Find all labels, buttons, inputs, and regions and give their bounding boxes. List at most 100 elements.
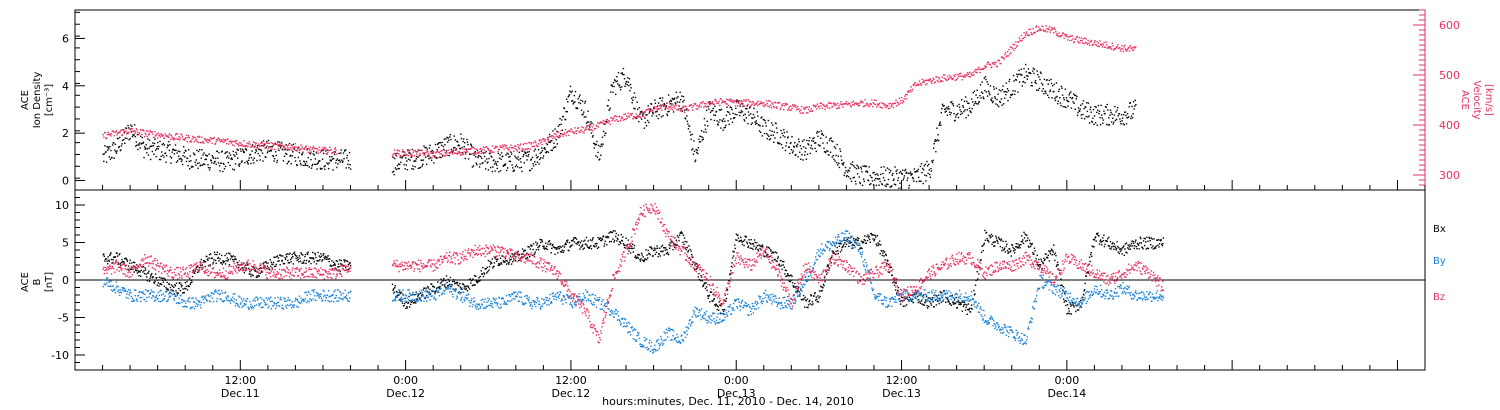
velocity-point: [300, 144, 302, 146]
density-point: [649, 108, 652, 110]
bx-point: [892, 278, 895, 280]
bx-point: [800, 289, 802, 291]
density-point: [154, 149, 157, 151]
velocity-point: [721, 100, 724, 102]
density-point: [572, 100, 574, 102]
bx-point: [856, 239, 858, 241]
density-point: [721, 119, 723, 121]
bx-point: [175, 282, 178, 284]
bx-point: [122, 260, 125, 263]
bx-point: [188, 285, 190, 288]
density-point: [1108, 117, 1110, 119]
density-point: [538, 163, 540, 165]
velocity-point: [963, 74, 965, 76]
bx-point: [208, 253, 211, 256]
density-point: [666, 113, 668, 115]
density-point: [724, 120, 726, 122]
velocity-point: [534, 140, 536, 142]
bx-point: [637, 254, 639, 256]
density-point: [907, 172, 909, 175]
velocity-point: [230, 142, 233, 144]
velocity-point: [715, 100, 717, 102]
bx-point: [708, 294, 711, 297]
bx-point: [632, 243, 634, 245]
velocity-point: [415, 150, 417, 153]
density-point: [709, 111, 712, 113]
velocity-point: [588, 124, 591, 126]
velocity-point: [555, 133, 557, 136]
velocity-point: [995, 61, 997, 64]
velocity-point: [1030, 31, 1032, 34]
velocity-point: [1053, 27, 1056, 29]
velocity-point: [267, 142, 269, 145]
velocity-point: [829, 107, 831, 110]
density-point: [804, 151, 806, 153]
density-point: [445, 138, 447, 140]
density-point: [807, 143, 809, 145]
density-point: [663, 102, 665, 105]
bx-point: [514, 259, 517, 262]
bx-point: [606, 244, 608, 246]
density-point: [558, 123, 561, 126]
density-point: [729, 113, 731, 115]
velocity-point: [265, 142, 268, 144]
velocity-point: [1037, 30, 1039, 32]
density-point: [239, 163, 241, 165]
density-point: [343, 157, 345, 160]
velocity-point: [931, 82, 933, 84]
density-point: [349, 164, 351, 166]
density-point: [1064, 88, 1067, 90]
density-point: [946, 106, 948, 109]
velocity-point: [424, 152, 426, 154]
bx-point: [808, 300, 810, 303]
density-point: [807, 144, 810, 146]
density-point: [1008, 78, 1011, 81]
velocity-point: [507, 149, 509, 151]
bx-point: [943, 290, 945, 292]
density-point: [458, 144, 460, 147]
velocity-point: [327, 151, 329, 154]
velocity-point: [456, 153, 458, 155]
density-point: [798, 141, 800, 143]
density-point: [394, 157, 396, 160]
density-point: [157, 148, 160, 150]
velocity-point: [181, 136, 184, 138]
bx-point: [629, 243, 631, 246]
velocity-point: [1079, 41, 1081, 44]
bx-point: [145, 273, 147, 275]
bx-point: [461, 288, 463, 291]
velocity-point: [413, 155, 416, 157]
velocity-point: [749, 105, 751, 108]
density-point: [843, 162, 845, 164]
velocity-point: [931, 80, 934, 82]
density-point: [169, 144, 171, 146]
density-point: [681, 95, 683, 97]
velocity-point: [234, 140, 237, 142]
density-point: [642, 114, 644, 116]
bx-point: [573, 237, 575, 239]
velocity-point: [920, 82, 922, 85]
bx-point: [974, 293, 976, 295]
velocity-point: [628, 116, 631, 118]
bx-point: [434, 291, 437, 293]
velocity-point: [449, 152, 452, 154]
velocity-point: [489, 151, 492, 153]
density-point: [337, 163, 339, 165]
bx-point: [680, 231, 682, 233]
velocity-point: [443, 149, 445, 152]
density-point: [850, 180, 853, 183]
bx-point: [140, 269, 142, 272]
velocity-point: [187, 136, 189, 139]
velocity-point: [437, 156, 439, 159]
velocity-point: [599, 122, 601, 124]
bx-point: [707, 297, 709, 299]
density-point: [1077, 107, 1080, 109]
velocity-point: [1070, 39, 1073, 42]
bx-point: [824, 280, 826, 283]
velocity-point: [290, 144, 292, 146]
bx-point: [603, 245, 605, 247]
velocity-point: [422, 152, 424, 155]
velocity-point: [134, 130, 137, 133]
density-point: [611, 84, 613, 86]
density-point: [1029, 72, 1032, 75]
